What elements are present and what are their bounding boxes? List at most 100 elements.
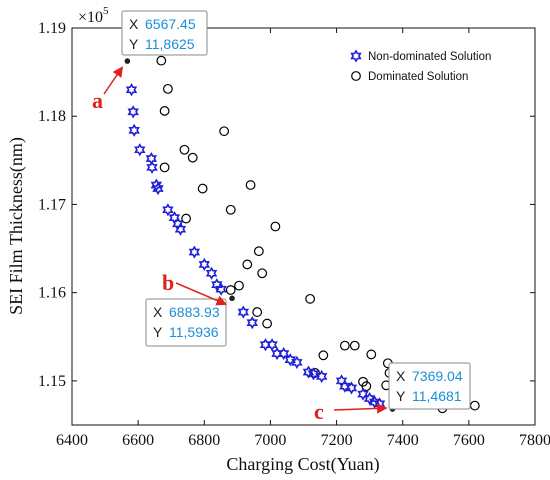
x-tick-label: 7800	[519, 432, 550, 449]
dominated-point	[197, 183, 208, 194]
y-tick-label: 1.18	[38, 108, 66, 125]
dominated-point	[245, 180, 256, 190]
series-non-dominated-solution	[125, 83, 386, 411]
dominated-point	[257, 268, 268, 279]
dominated-point	[159, 106, 170, 116]
dominated-point	[270, 221, 281, 232]
non-dominated-point	[205, 266, 218, 280]
datatip-y-key: Y	[153, 324, 163, 340]
non-dominated-point	[150, 178, 163, 192]
legend-hexagram-icon	[350, 49, 362, 63]
y-tick-labels: 1.15 1.16 1.17 1.18 1.19	[38, 20, 66, 390]
x-tick-label: 6800	[188, 432, 220, 449]
dominated-point	[234, 280, 244, 291]
dominated-point	[181, 213, 191, 224]
datatip-x-value: 7369.04	[412, 368, 463, 384]
datatip-box	[145, 298, 227, 347]
dominated-point	[339, 340, 350, 351]
x-tick-label: 7400	[387, 432, 419, 449]
annotation-arrow	[175, 282, 228, 306]
datatip-y-key: Y	[129, 36, 139, 52]
non-dominated-point	[215, 282, 227, 296]
non-dominated-point	[237, 305, 250, 319]
datatip-point	[123, 57, 131, 65]
axis-ticks	[71, 27, 536, 425]
non-dominated-point	[363, 391, 376, 406]
x-axis-label: Charging Cost(Yuan)	[226, 454, 379, 475]
x-tick-label: 6600	[122, 432, 154, 449]
annotation-arrow	[103, 66, 123, 95]
non-dominated-point	[152, 181, 164, 196]
non-dominated-point	[357, 387, 369, 401]
non-dominated-point	[174, 222, 187, 236]
dominated-point	[219, 126, 230, 137]
x-tick-label: 7600	[453, 432, 485, 449]
annotation-arrow	[333, 403, 388, 414]
non-dominated-point	[128, 123, 140, 137]
datatip-y-key: Y	[396, 388, 406, 404]
y-tick-label: 1.17	[38, 196, 66, 213]
dominated-point	[225, 285, 236, 295]
non-dominated-point	[315, 369, 328, 384]
dominated-point	[156, 55, 167, 66]
y-tick-label: 1.16	[38, 285, 66, 302]
y-multiplier-base: ×10	[78, 9, 103, 26]
datatip-point	[228, 294, 236, 302]
x-tick-label: 7200	[321, 432, 353, 449]
dominated-point	[262, 318, 273, 329]
legend-label-non-dominated: Non-dominated Solution	[368, 51, 491, 63]
y-axis-multiplier: ×105	[78, 5, 109, 26]
non-dominated-point	[291, 355, 303, 369]
y-multiplier-exponent: 5	[103, 5, 109, 17]
datatip-y-value: 11,5936	[169, 324, 219, 340]
non-dominated-point	[246, 316, 258, 330]
non-dominated-point	[198, 257, 210, 272]
non-dominated-point	[339, 379, 351, 393]
datatip-box	[388, 362, 471, 410]
dominated-point	[253, 246, 264, 257]
non-dominated-point	[188, 245, 201, 259]
x-tick-label: 6400	[56, 432, 88, 449]
non-dominated-point	[211, 278, 223, 292]
dominated-point	[179, 144, 190, 155]
non-dominated-point	[266, 338, 278, 352]
dominated-point	[252, 307, 263, 317]
dominated-point	[225, 204, 236, 215]
non-dominated-point	[125, 83, 138, 97]
datatip-x-value: 6883.93	[169, 304, 220, 320]
datatip-x-key: X	[396, 368, 406, 384]
non-dominated-point	[284, 353, 296, 367]
datatip-y-value: 11,8625	[145, 36, 195, 52]
dominated-point	[163, 83, 173, 94]
annotation-letter: b	[162, 270, 174, 295]
y-tick-label: 1.19	[38, 20, 66, 37]
x-tick-labels: 6400 6600 6800 7000 7200 7400 7600 7800	[56, 432, 550, 449]
legend-label-dominated: Dominated Solution	[368, 71, 468, 83]
non-dominated-point	[277, 346, 290, 361]
legend: Non-dominated Solution Dominated Solutio…	[350, 49, 491, 83]
non-dominated-point	[307, 367, 320, 381]
legend-marker-circle-icon	[351, 71, 361, 81]
datatip-x-value: 6567.45	[145, 16, 196, 32]
datatip-y-value: 11,4681	[412, 388, 462, 404]
datatip-box	[121, 10, 208, 56]
non-dominated-point	[146, 160, 158, 174]
datatip-x-key: X	[153, 304, 163, 320]
y-tick-label: 1.15	[38, 373, 66, 390]
non-dominated-point	[345, 381, 358, 395]
dominated-point	[469, 400, 480, 411]
non-dominated-point	[162, 203, 174, 217]
legend-marker-hexagram-icon	[350, 49, 362, 63]
non-dominated-point	[134, 143, 146, 157]
dominated-point	[318, 350, 329, 361]
non-dominated-point	[127, 105, 139, 119]
plot-area	[71, 27, 536, 426]
dominated-point	[361, 381, 372, 392]
y-axis-label: SEI Film Thickness(nm)	[6, 137, 27, 315]
annotation-letter: a	[92, 88, 103, 113]
dominated-point	[159, 162, 170, 173]
dominated-point	[349, 340, 360, 351]
x-tick-label: 7000	[254, 432, 286, 449]
